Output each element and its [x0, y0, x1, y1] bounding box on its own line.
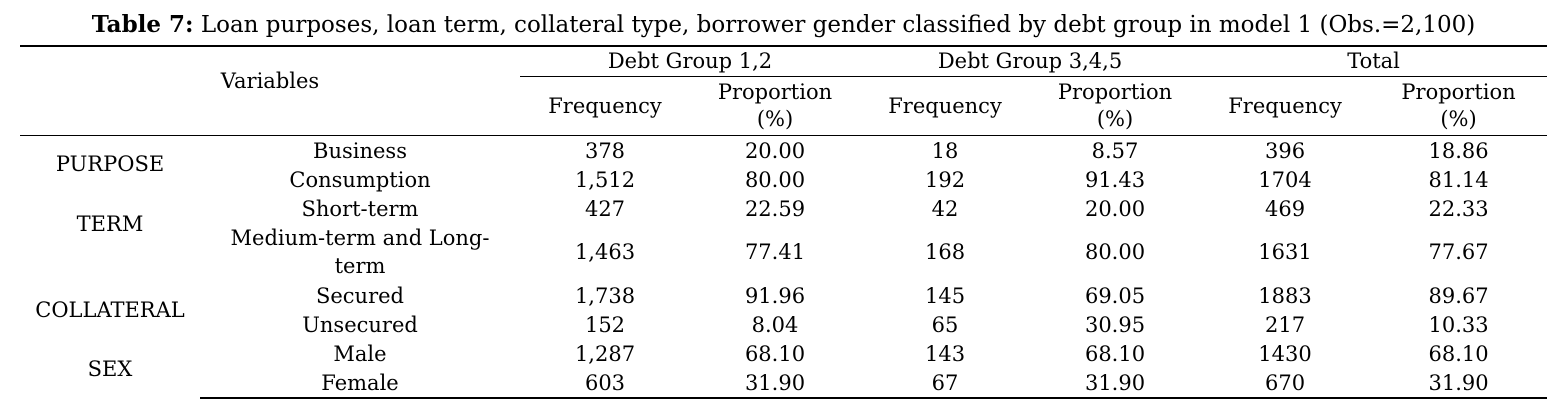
row-label: Business [313, 138, 407, 163]
cell: 603 [520, 368, 690, 399]
cell: 20.00 [1084, 196, 1146, 221]
proportion-header: Proportion (%) [1401, 80, 1516, 131]
cell: 427 [584, 196, 626, 221]
cell: 8.57 [1091, 138, 1139, 163]
cell: 1704 [1258, 167, 1312, 192]
category-label: TERM [76, 212, 144, 236]
cell: 65 [931, 312, 959, 337]
frequency-header: Frequency [548, 93, 662, 118]
cell: 1430 [1258, 341, 1312, 366]
cell: 30.95 [1084, 312, 1146, 337]
group-header-1-2: Debt Group 1,2 [520, 45, 861, 77]
cell: 20.00 [744, 138, 806, 163]
cell: 42 [931, 196, 959, 221]
cell: 168 [924, 240, 966, 264]
cell: 192 [924, 167, 966, 192]
cell: 31.90 [1030, 368, 1201, 399]
row-label: Medium-term and Long-term [230, 226, 490, 278]
cell: 77.67 [1428, 240, 1489, 264]
cell: 68.10 [1084, 341, 1146, 366]
table-header: Variables Debt Group 1,2 Debt Group 3,4,… [20, 45, 1548, 136]
cell: 469 [1264, 196, 1306, 221]
cell: 89.67 [1428, 283, 1489, 308]
group-header-3-4-5: Debt Group 3,4,5 [860, 45, 1201, 77]
proportion-header: Proportion (%) [1057, 80, 1173, 131]
table-title: Loan purposes, loan term, collateral typ… [193, 12, 1476, 38]
cell: 81.14 [1428, 167, 1489, 192]
cell: 1883 [1258, 283, 1312, 308]
table-row: COLLATERAL Secured 1,738 91.96 145 69.05… [20, 281, 1547, 323]
cell: 145 [924, 283, 966, 308]
results-table: Variables Debt Group 1,2 Debt Group 3,4,… [20, 45, 1548, 399]
cell: 670 [1200, 368, 1371, 399]
table-row: SEX Male 1,287 68.10 143 68.10 1430 68.1… [20, 339, 1547, 381]
table-row: Medium-term and Long-term 1,463 77.41 16… [20, 223, 1547, 281]
cell: 1631 [1258, 240, 1312, 264]
cell: 91.43 [1084, 167, 1146, 192]
table-row: PURPOSE Business 378 20.00 18 8.57 396 1… [20, 136, 1547, 177]
category-label: SEX [87, 356, 133, 381]
row-label: Short-term [301, 196, 419, 221]
cell: 22.33 [1428, 196, 1489, 221]
cell: 77.41 [744, 240, 806, 264]
cell: 378 [584, 138, 626, 163]
table-row: TERM Short-term 427 22.59 42 20.00 469 2… [20, 194, 1547, 237]
cell: 1,512 [574, 167, 636, 192]
table-caption: Table 7: Loan purposes, loan term, colla… [0, 10, 1567, 40]
group-header-total: Total [1200, 45, 1548, 77]
cell: 1,287 [574, 341, 636, 366]
frequency-header: Frequency [1228, 93, 1342, 118]
cell: 80.00 [1084, 240, 1146, 264]
row-label: Female [200, 368, 520, 399]
cell: 68.10 [744, 341, 806, 366]
cell: 18.86 [1428, 138, 1489, 163]
cell: 217 [1264, 312, 1306, 337]
cell: 67 [860, 368, 1031, 399]
table-number: Table 7: [91, 11, 194, 38]
category-label: PURPOSE [55, 152, 165, 176]
cell: 8.04 [751, 312, 799, 337]
cell: 31.90 [690, 368, 861, 399]
cell: 1,463 [574, 240, 636, 264]
cell: 69.05 [1084, 283, 1146, 308]
cell: 68.10 [1428, 341, 1489, 366]
cell: 18 [931, 138, 959, 163]
cell: 143 [924, 341, 966, 366]
table-row: Unsecured 152 8.04 65 30.95 217 10.33 [20, 310, 1547, 339]
row-label: Secured [315, 283, 404, 308]
cell: 10.33 [1428, 312, 1489, 337]
cell: 31.90 [1370, 368, 1548, 399]
row-label: Consumption [289, 167, 431, 192]
cell: 152 [584, 312, 626, 337]
table-body: PURPOSE Business 378 20.00 18 8.57 396 1… [20, 136, 1548, 399]
proportion-header: Proportion (%) [717, 80, 833, 131]
cell: 1,738 [574, 283, 636, 308]
row-label: Male [333, 341, 387, 366]
cell: 91.96 [744, 283, 806, 308]
category-label: COLLATERAL [35, 298, 185, 322]
table-row: Female 603 31.90 67 31.90 670 31.90 [20, 368, 1548, 399]
cell: 396 [1264, 138, 1306, 163]
variables-header: Variables [20, 45, 520, 136]
cell: 22.59 [744, 196, 806, 221]
cell: 80.00 [744, 167, 806, 192]
row-label: Unsecured [302, 312, 418, 337]
frequency-header: Frequency [888, 93, 1002, 118]
table-row: Consumption 1,512 80.00 192 91.43 1704 8… [20, 165, 1547, 194]
